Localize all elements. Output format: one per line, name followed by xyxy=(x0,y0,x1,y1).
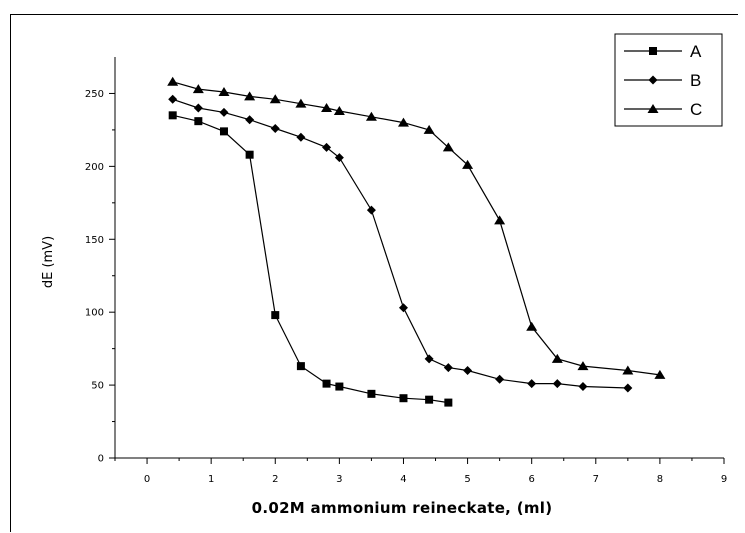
data-point-c xyxy=(321,103,333,113)
data-point-b xyxy=(527,379,537,389)
data-point-c xyxy=(551,353,563,363)
chart-frame xyxy=(10,14,738,532)
data-point-b xyxy=(168,94,178,104)
series-c xyxy=(167,76,666,379)
data-point-c xyxy=(526,321,538,331)
x-tick-label: 3 xyxy=(336,474,342,485)
data-point-a xyxy=(296,362,305,371)
data-point-a xyxy=(322,379,331,388)
series-line-a xyxy=(172,114,449,404)
axes: 0 50 100 150 200 250 0 1 2 3 4 5 6 7 8 9 xyxy=(85,57,727,485)
data-point-b xyxy=(322,142,332,152)
data-point-c xyxy=(365,111,377,121)
legend: ABC xyxy=(614,33,723,127)
data-point-c xyxy=(333,105,345,115)
x-axis-title: 0.02M ammonium reineckate, (ml) xyxy=(252,499,553,517)
series-layer xyxy=(167,76,666,407)
data-point-c xyxy=(494,215,506,225)
data-point-a xyxy=(168,111,177,120)
x-tick-label: 8 xyxy=(657,474,663,485)
data-point-c xyxy=(244,91,256,101)
data-point-b xyxy=(398,303,408,313)
data-point-c xyxy=(192,84,204,94)
data-point-b xyxy=(424,354,434,364)
data-point-a xyxy=(444,398,453,407)
data-point-b xyxy=(623,383,633,393)
data-point-c xyxy=(269,94,281,104)
y-tick-label: 0 xyxy=(98,454,104,465)
data-point-c xyxy=(654,369,666,379)
data-point-a xyxy=(245,150,254,159)
series-a xyxy=(168,111,453,407)
legend-marker xyxy=(647,104,659,113)
data-point-b xyxy=(334,153,344,163)
series-line-c xyxy=(172,81,660,376)
x-tick-label: 2 xyxy=(272,474,278,485)
series-b xyxy=(168,94,633,393)
x-tick-label: 7 xyxy=(593,474,599,485)
data-point-c xyxy=(218,86,230,96)
data-point-c xyxy=(442,142,454,152)
data-point-b xyxy=(443,363,453,373)
data-point-c xyxy=(397,117,409,127)
data-point-a xyxy=(194,117,203,126)
y-tick-label: 250 xyxy=(85,89,104,100)
data-point-a xyxy=(335,382,344,391)
series-line-b xyxy=(172,98,628,389)
data-point-c xyxy=(423,124,435,134)
data-point-c xyxy=(622,365,634,375)
data-point-b xyxy=(552,379,562,389)
data-point-a xyxy=(425,395,434,404)
data-point-b xyxy=(219,107,229,117)
data-point-a xyxy=(367,389,376,398)
data-point-a xyxy=(219,127,228,136)
data-point-a xyxy=(399,394,408,403)
data-point-b xyxy=(463,366,473,376)
legend-label: C xyxy=(690,100,702,119)
data-point-a xyxy=(271,311,280,320)
y-tick-label: 100 xyxy=(85,308,104,319)
legend-marker xyxy=(649,47,657,55)
data-point-b xyxy=(366,205,376,215)
x-tick-label: 5 xyxy=(464,474,470,485)
y-tick-label: 50 xyxy=(91,381,104,392)
data-point-c xyxy=(577,361,589,371)
x-tick-label: 4 xyxy=(400,474,406,485)
data-point-b xyxy=(193,103,203,113)
data-point-b xyxy=(245,115,255,125)
data-point-b xyxy=(296,132,306,142)
legend-label: B xyxy=(690,71,701,90)
data-point-b xyxy=(270,123,280,133)
y-axis-title: dE (mV) xyxy=(41,236,56,288)
legend-label: A xyxy=(690,42,702,61)
x-tick-label: 0 xyxy=(144,474,150,485)
data-point-c xyxy=(462,159,474,169)
legend-marker xyxy=(648,75,658,85)
data-point-b xyxy=(578,382,588,392)
y-tick-label: 200 xyxy=(85,162,104,173)
y-tick-label: 150 xyxy=(85,235,104,246)
data-point-b xyxy=(495,374,505,384)
data-point-c xyxy=(167,76,179,86)
x-tick-label: 1 xyxy=(208,474,214,485)
x-tick-label: 9 xyxy=(721,474,727,485)
data-point-c xyxy=(295,98,307,108)
x-tick-label: 6 xyxy=(528,474,534,485)
